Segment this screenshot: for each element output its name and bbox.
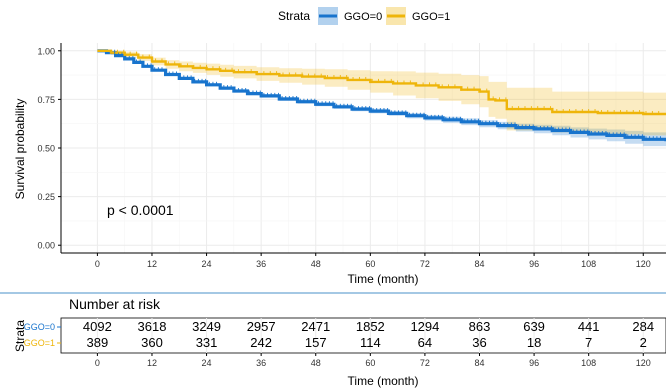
x-axis-label: Time (month) <box>348 272 419 286</box>
x-tick-label: 120 <box>636 259 651 269</box>
risk-x-tick-label: 60 <box>365 358 375 368</box>
x-tick-label: 108 <box>581 259 596 269</box>
risk-value: 4092 <box>83 319 112 334</box>
risk-table-title: Number at risk <box>69 296 161 312</box>
risk-value: 242 <box>250 335 272 350</box>
survival-curve-ggo0 <box>97 49 666 142</box>
y-tick-label: 1.00 <box>37 46 55 56</box>
risk-x-tick-label: 48 <box>311 358 321 368</box>
risk-value: 1294 <box>410 319 439 334</box>
risk-x-tick-label: 36 <box>256 358 266 368</box>
risk-value: 639 <box>523 319 545 334</box>
p-value: p < 0.0001 <box>107 202 174 218</box>
x-tick-label: 72 <box>420 259 430 269</box>
legend: Strata GGO=0 GGO=1 <box>278 7 450 25</box>
x-tick-label: 36 <box>256 259 266 269</box>
legend-key-ggo1 <box>386 7 406 25</box>
risk-x-tick-label: 120 <box>636 358 651 368</box>
risk-table-frame <box>60 317 666 354</box>
y-tick-label: 0.00 <box>37 241 55 251</box>
risk-value: 389 <box>87 335 109 350</box>
grid-lines <box>61 43 666 253</box>
risk-value: 3618 <box>138 319 167 334</box>
risk-value: 2957 <box>247 319 276 334</box>
risk-value: 18 <box>527 335 541 350</box>
x-tick-label: 60 <box>365 259 375 269</box>
survival-curves <box>97 49 666 142</box>
x-tick-labels: 0 12 24 36 48 60 72 84 96 108 120 <box>95 253 651 269</box>
risk-table-row-labels: GGO=0 GGO=1 <box>24 322 61 348</box>
risk-value: 1852 <box>356 319 385 334</box>
risk-table-x-ticks: 0 12 24 36 48 60 72 84 96 108 120 <box>95 353 651 368</box>
legend-label-ggo0: GGO=0 <box>344 11 382 23</box>
y-tick-label: 0.50 <box>37 144 55 154</box>
y-tick-labels: 0.00 0.25 0.50 0.75 1.00 <box>37 46 61 251</box>
risk-table-values: 4092 3618 3249 2957 2471 1852 1294 863 639 441 284… <box>83 319 654 350</box>
risk-x-tick-label: 0 <box>95 358 100 368</box>
risk-value: 64 <box>418 335 432 350</box>
risk-x-tick-label: 24 <box>202 358 212 368</box>
legend-title: Strata <box>278 9 310 23</box>
risk-value: 284 <box>632 319 654 334</box>
risk-x-tick-label: 108 <box>581 358 596 368</box>
risk-value: 157 <box>305 335 327 350</box>
legend-key-ggo0 <box>318 7 338 25</box>
censor-marks <box>110 49 661 141</box>
confidence-band-ggo0 <box>97 50 666 149</box>
y-axis-label: Survival probability <box>13 99 27 200</box>
risk-x-tick-label: 12 <box>147 358 157 368</box>
risk-value: 7 <box>585 335 592 350</box>
risk-value: 114 <box>360 335 381 350</box>
risk-x-tick-label: 96 <box>529 358 539 368</box>
risk-row-label: GGO=0 <box>24 322 55 332</box>
risk-value: 3249 <box>192 319 221 334</box>
y-tick-label: 0.25 <box>37 192 55 202</box>
risk-value: 863 <box>469 319 491 334</box>
x-tick-label: 96 <box>529 259 539 269</box>
risk-table: Number at risk 4092 3618 3249 2957 2471 1852 1… <box>13 296 666 388</box>
risk-value: 36 <box>472 335 486 350</box>
x-tick-label: 48 <box>311 259 321 269</box>
risk-table-xlabel: Time (month) <box>348 374 419 388</box>
x-tick-label: 24 <box>202 259 212 269</box>
risk-value: 441 <box>578 319 600 334</box>
risk-value: 360 <box>141 335 163 350</box>
survival-curve-ggo1 <box>97 49 666 116</box>
risk-value: 2471 <box>301 319 330 334</box>
legend-label-ggo1: GGO=1 <box>412 11 450 23</box>
risk-table-ylabel: Strata <box>13 320 27 352</box>
plot-area: 0.00 0.25 0.50 0.75 1.00 0 12 24 36 48 60 72 84 96 10… <box>13 43 666 286</box>
risk-x-tick-label: 84 <box>474 358 484 368</box>
x-tick-label: 84 <box>474 259 484 269</box>
risk-value: 331 <box>196 335 218 350</box>
x-tick-label: 12 <box>147 259 157 269</box>
risk-table-grid <box>96 318 644 353</box>
y-tick-label: 0.75 <box>37 95 55 105</box>
x-tick-label: 0 <box>95 259 100 269</box>
risk-row-label: GGO=1 <box>24 338 55 348</box>
risk-x-tick-label: 72 <box>420 358 430 368</box>
risk-value: 2 <box>640 335 647 350</box>
